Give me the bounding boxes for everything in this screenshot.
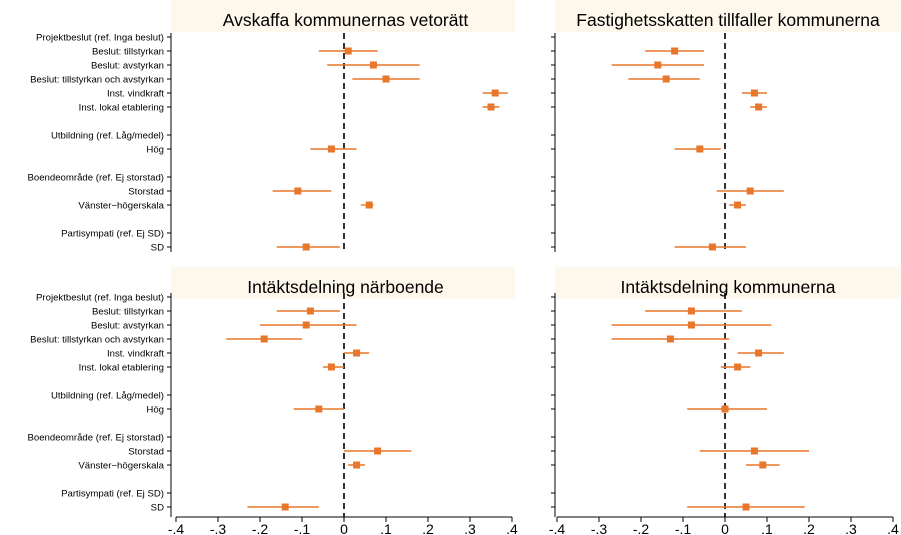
point-estimate (327, 363, 335, 371)
x-tick-label: .2 (803, 521, 815, 535)
row-label: Vänster−högerskala (78, 201, 164, 212)
point-estimate (302, 243, 310, 251)
point-estimate (369, 61, 377, 69)
point-estimate (708, 243, 716, 251)
row-label: SD (151, 243, 164, 254)
row-label: Inst. lokal etablering (79, 363, 164, 374)
panel-title: Intäktsdelning kommunerna (621, 277, 836, 297)
point-estimate (734, 363, 742, 371)
panel-title-band (555, 0, 899, 32)
panel-title: Avskaffa kommunernas vetorätt (223, 10, 469, 30)
row-label: Projektbeslut (ref. Inga beslut) (36, 33, 164, 44)
point-estimate (654, 61, 662, 69)
point-estimate (353, 461, 361, 469)
point-estimate (374, 447, 382, 455)
row-label: Storstad (128, 187, 164, 198)
point-estimate (487, 103, 495, 111)
point-estimate (734, 201, 742, 209)
point-estimate (315, 405, 323, 413)
point-estimate (721, 405, 729, 413)
point-estimate (687, 307, 695, 315)
chart-panel-4: Intäktsdelning kommunerna -.4 -.3 -.2 -.1 0 .1… (549, 267, 899, 535)
row-label: Inst. vindkraft (107, 89, 164, 100)
x-tick-label: 0 (340, 521, 348, 535)
point-estimate (755, 349, 763, 357)
x-tick-label: -.2 (252, 521, 269, 535)
panel-title: Intäktsdelning närboende (247, 277, 444, 297)
panel-title-band (555, 267, 899, 299)
panel-title-band (171, 0, 515, 32)
point-estimate (327, 145, 335, 153)
row-label: Beslut: tillstyrkan och avstyrkan (30, 75, 164, 86)
row-label: Hög (146, 405, 164, 416)
row-label: Boendeområde (ref. Ej storstad) (27, 173, 164, 184)
chart-panel-1: Avskaffa kommunernas vetorätt Projektbesl… (27, 0, 515, 254)
point-estimate (750, 447, 758, 455)
chart-panel-2: Fastighetsskatten tillfaller kommunerna (551, 0, 899, 252)
row-label: Utbildning (ref. Låg/medel) (51, 131, 164, 142)
x-tick-label: .2 (422, 521, 434, 535)
point-estimate (302, 321, 310, 329)
panel-title: Fastighetsskatten tillfaller kommunerna (576, 10, 880, 30)
row-label: SD (151, 503, 164, 514)
x-tick-label: .1 (380, 521, 392, 535)
x-tick-label: -.4 (549, 521, 566, 535)
row-label: Inst. lokal etablering (79, 103, 164, 114)
x-tick-label: -.3 (591, 521, 608, 535)
point-estimate (382, 75, 390, 83)
x-tick-label: 0 (721, 521, 729, 535)
point-estimate (742, 503, 750, 511)
x-tick-label: .4 (506, 521, 518, 535)
x-tick-label: .3 (845, 521, 857, 535)
point-estimate (344, 47, 352, 55)
row-label: Partisympati (ref. Ej SD) (61, 229, 164, 240)
row-label: Beslut: tillstyrkan (92, 47, 164, 58)
row-label: Boendeområde (ref. Ej storstad) (27, 433, 164, 444)
x-tick-label: -.2 (633, 521, 650, 535)
row-label: Beslut: tillstyrkan (92, 307, 164, 318)
x-tick-label: .4 (887, 521, 899, 535)
panel-title-band (171, 267, 515, 299)
chart-panel-3: Intäktsdelning närboende Projektbeslut (r… (27, 267, 518, 535)
x-tick-label: -.3 (210, 521, 227, 535)
row-label: Partisympati (ref. Ej SD) (61, 489, 164, 500)
point-estimate (696, 145, 704, 153)
point-estimate (687, 321, 695, 329)
point-estimate (281, 503, 289, 511)
row-label: Hög (146, 145, 164, 156)
point-estimate (671, 47, 679, 55)
point-estimate (755, 103, 763, 111)
row-label: Beslut: avstyrkan (91, 321, 164, 332)
point-estimate (662, 75, 670, 83)
x-tick-label: -.1 (294, 521, 311, 535)
point-estimate (306, 307, 314, 315)
row-label: Beslut: tillstyrkan och avstyrkan (30, 335, 164, 346)
x-tick-label: .1 (761, 521, 773, 535)
point-estimate (750, 89, 758, 97)
row-label: Storstad (128, 447, 164, 458)
x-tick-label: -.4 (168, 521, 185, 535)
point-estimate (353, 349, 361, 357)
x-tick-label: .3 (464, 521, 476, 535)
point-estimate (491, 89, 499, 97)
point-estimate (666, 335, 674, 343)
row-label: Projektbeslut (ref. Inga beslut) (36, 293, 164, 304)
row-label: Inst. vindkraft (107, 349, 164, 360)
point-estimate (294, 187, 302, 195)
row-label: Utbildning (ref. Låg/medel) (51, 391, 164, 402)
point-estimate (746, 187, 754, 195)
point-estimate (260, 335, 268, 343)
point-estimate (365, 201, 373, 209)
x-tick-label: -.1 (675, 521, 692, 535)
row-label: Beslut: avstyrkan (91, 61, 164, 72)
row-label: Vänster−högerskala (78, 461, 164, 472)
point-estimate (759, 461, 767, 469)
